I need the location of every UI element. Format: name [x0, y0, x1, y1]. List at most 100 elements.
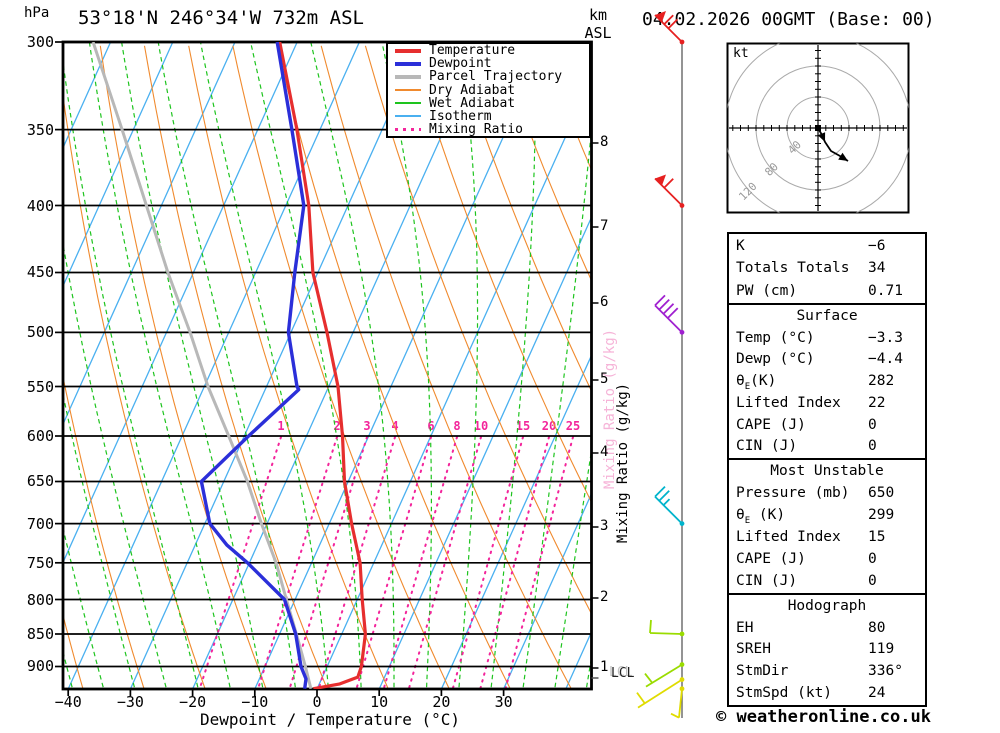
wind-barb: [654, 174, 685, 208]
stats-value: −6: [868, 237, 886, 254]
mixing-ratio-value-label: 10: [473, 419, 489, 433]
wet-adiabat-line: [0, 42, 11, 687]
hodograph-origin-marker: [815, 125, 821, 131]
wet-adiabat-line: [458, 42, 479, 688]
wind-barb: [654, 485, 685, 527]
stats-row: Totals Totals 34: [729, 258, 925, 279]
stats-section-hodograph: Hodograph EH 80 SREH 119 StmDir 336° StmSpd (kt…: [727, 593, 927, 707]
barb-feather: [662, 303, 675, 315]
mixing-ratio-line: [317, 436, 396, 689]
dry-adiabat-line: [63, 92, 206, 689]
stats-row: Pressure (mb) 650: [729, 483, 925, 504]
legend-swatch-thin: [395, 115, 421, 118]
dewpoint-curve: [199, 42, 308, 689]
stats-label: Dewp (°C): [736, 351, 815, 368]
mixing-ratio-line: [198, 436, 282, 689]
barb-base-dot: [679, 686, 685, 692]
km-tick-label: 8: [600, 134, 609, 150]
legend-item: Isotherm: [388, 110, 589, 123]
barb-feather: [663, 178, 674, 189]
stats-value: 24: [868, 685, 886, 702]
stats-label: EH: [736, 619, 754, 636]
dry-adiabat-line: [99, 45, 267, 689]
stats-label: Temp (°C): [736, 329, 815, 346]
legend-label: Dry Adiabat: [429, 82, 516, 98]
barb-feather: [654, 294, 666, 307]
stats-row: Temp (°C) −3.3: [729, 328, 925, 349]
legend-item: Dry Adiabat: [388, 84, 589, 97]
wind-barb: [654, 294, 685, 335]
dry-adiabat-line: [188, 45, 389, 689]
stats-label: K: [736, 237, 745, 254]
stats-label: SREH: [736, 641, 771, 658]
pressure-tick-label: 550: [26, 377, 54, 396]
temperature-tick-label: 10: [370, 693, 389, 711]
stats-value: 650: [868, 485, 895, 501]
stats-label: θE (K): [736, 507, 786, 526]
stats-row: Dewp (°C) −4.4: [729, 349, 925, 370]
pressure-tick-label: 800: [26, 590, 54, 609]
legend-label: Parcel Trajectory: [429, 69, 563, 85]
hodograph-ring-label: 80: [762, 160, 781, 179]
temperature-tick-label: −10: [241, 693, 269, 711]
barb-base-dot: [679, 677, 685, 682]
stats-row: CAPE (J) 0: [729, 549, 925, 570]
stats-value: 80: [868, 619, 886, 636]
wet-adiabat-line: [381, 42, 432, 688]
stats-row: K −6: [729, 236, 925, 257]
mixing-ratio-value-label: 3: [363, 419, 371, 433]
mixing-ratio-line: [407, 436, 482, 689]
isotherm-line: [316, 77, 592, 689]
mixing-ratio-value-label: 4: [391, 419, 399, 433]
stats-label: PW (cm): [736, 282, 798, 299]
isotherm-line: [63, 42, 112, 150]
pressure-tick-label: 650: [26, 472, 54, 491]
km-tick-label: 2: [600, 589, 609, 605]
stats-value: 0: [868, 416, 877, 433]
stats-row: CIN (J) 0: [729, 571, 925, 592]
stats-label: CIN (J): [736, 573, 798, 589]
mixing-ratio-value-label: 20: [541, 419, 557, 433]
mixing-ratio-line: [355, 436, 432, 689]
stats-label: θE(K): [736, 373, 777, 392]
mixing-ratio-line: [288, 436, 368, 689]
hodograph-ring-label: 120: [736, 179, 760, 204]
km-tick-label: 7: [600, 218, 609, 234]
dry-adiabat-line: [276, 45, 511, 689]
barb-feather: [644, 673, 653, 684]
barb-feather: [670, 712, 680, 719]
parcel-trajectory-curve: [91, 42, 313, 689]
mixing-ratio-value-label: 8: [453, 419, 461, 433]
mixing-ratio-line: [504, 436, 574, 689]
hodograph-unit-label: kt: [733, 46, 749, 61]
stats-row: StmSpd (kt) 24: [729, 683, 925, 704]
temperature-curve: [278, 42, 367, 689]
pressure-tick-label: 850: [26, 624, 54, 643]
km-tick-label: 4: [600, 444, 609, 460]
km-tick-label: 6: [600, 294, 609, 310]
x-axis-title: Dewpoint / Temperature (°C): [199, 710, 461, 729]
legend-label: Mixing Ratio: [429, 121, 523, 137]
stats-label: CAPE (J): [736, 551, 806, 567]
temperature-tick-label: 0: [312, 693, 322, 711]
barb-feather: [658, 298, 670, 311]
stats-value: 119: [868, 641, 895, 658]
stats-value: 0.71: [868, 282, 903, 299]
temperature-tick-label: 30: [494, 693, 513, 711]
wind-barb: [636, 677, 685, 709]
barb-shaft: [637, 678, 683, 709]
wet-adiabat-line: [88, 42, 231, 688]
theta-subscript: E: [744, 515, 751, 526]
stats-row: θE(K) 282: [729, 371, 925, 392]
stats-value: −4.4: [868, 351, 903, 368]
sounding-curves: [91, 42, 367, 689]
wet-adiabat-line: [157, 42, 296, 688]
legend-swatch-dotted: [395, 127, 421, 131]
stats-value: −3.3: [868, 329, 903, 346]
legend-item: Parcel Trajectory: [388, 70, 589, 83]
hodograph-ring-label: 40: [785, 138, 804, 157]
pressure-tick-label: 450: [26, 263, 54, 282]
stats-section-indices: K −6 Totals Totals 34 PW (cm) 0.71: [727, 232, 927, 305]
stats-value: 34: [868, 260, 886, 276]
temperature-tick-label: 20: [432, 693, 451, 711]
